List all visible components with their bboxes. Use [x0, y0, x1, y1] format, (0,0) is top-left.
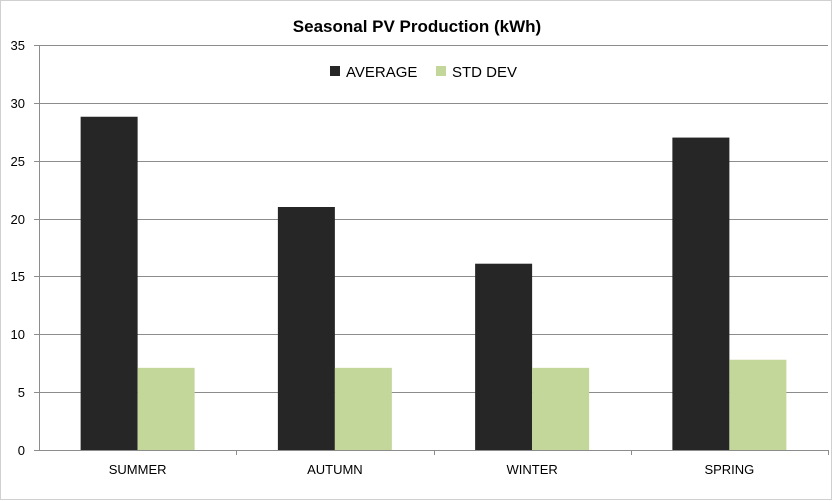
y-tick-label-10: 10 [11, 327, 25, 342]
x-tick-label-autumn: AUTUMN [307, 462, 363, 477]
legend-swatch-std-dev [436, 66, 446, 76]
gridlines [39, 45, 828, 393]
legend: AVERAGE STD DEV [330, 64, 517, 81]
y-tick-label-35: 35 [11, 38, 25, 53]
bar-std-dev-summer [137, 367, 195, 450]
y-tick-label-20: 20 [11, 212, 25, 227]
y-tick-label-25: 25 [11, 154, 25, 169]
legend-swatch-average [330, 66, 340, 76]
bars [80, 116, 787, 451]
y-tick-label-0: 0 [18, 443, 25, 458]
bar-std-dev-winter [532, 367, 590, 450]
legend-label-average: AVERAGE [346, 64, 417, 81]
axes [34, 45, 829, 455]
bar-std-dev-spring [729, 359, 787, 450]
bar-average-winter [475, 263, 533, 450]
y-tick-label-30: 30 [11, 96, 25, 111]
y-tick-label-15: 15 [11, 269, 25, 284]
tick-labels: 0 5 10 15 20 25 30 35 SUMMER AUTUMN WINTER SPRING [11, 38, 755, 477]
x-tick-label-winter: WINTER [506, 462, 557, 477]
x-tick-label-summer: SUMMER [109, 462, 167, 477]
bar-std-dev-autumn [334, 367, 392, 450]
y-tick-label-5: 5 [18, 385, 25, 400]
legend-label-std-dev: STD DEV [452, 64, 517, 81]
bar-average-autumn [277, 207, 335, 450]
bar-average-summer [80, 116, 138, 450]
x-tick-label-spring: SPRING [704, 462, 754, 477]
bar-average-spring [672, 137, 730, 451]
chart-title: Seasonal PV Production (kWh) [293, 17, 541, 36]
